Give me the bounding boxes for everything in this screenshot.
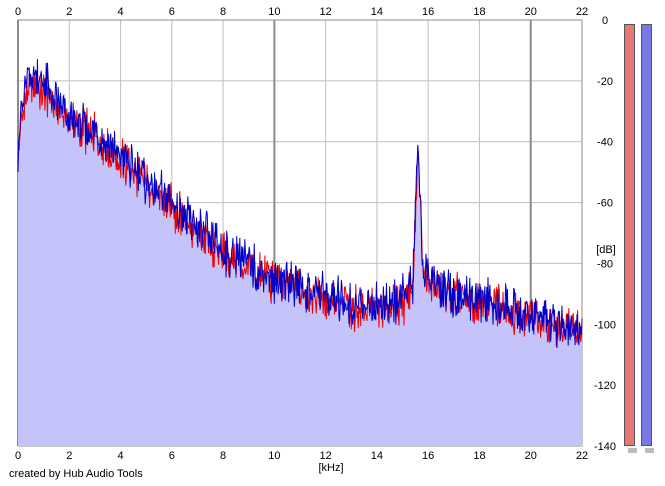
x-tick-label-top: 8: [220, 6, 226, 18]
spectrum-fill-layer: [18, 59, 582, 446]
spectrum-series-layer: [17, 59, 583, 348]
x-tick-label-bottom: 20: [525, 450, 537, 462]
x-tick-label-top: 6: [169, 6, 175, 18]
x-tick-label-bottom: 8: [220, 450, 226, 462]
y-tick-label: 0: [602, 15, 608, 27]
level-meter-right-shadow: [645, 448, 654, 453]
x-tick-label-bottom: 12: [320, 450, 332, 462]
x-tick-label-bottom: 10: [268, 450, 280, 462]
x-tick-label-top: 10: [268, 6, 280, 18]
x-tick-label-top: 14: [371, 6, 383, 18]
x-tick-label-bottom: 4: [117, 450, 123, 462]
level-meter-left-shadow: [628, 448, 637, 453]
x-tick-label-bottom: 18: [473, 450, 485, 462]
x-tick-label-top: 20: [525, 6, 537, 18]
x-tick-label-top: 0: [15, 6, 21, 18]
x-tick-label-top: 18: [473, 6, 485, 18]
x-tick-label-top: 12: [320, 6, 332, 18]
y-axis-label: [dB]: [596, 244, 616, 256]
y-tick-label: -140: [594, 441, 616, 453]
credit-text: created by Hub Audio Tools: [9, 468, 143, 480]
x-tick-label-bottom: 2: [66, 450, 72, 462]
x-tick-label-top: 22: [576, 6, 588, 18]
y-tick-label: -20: [597, 76, 613, 88]
x-tick-label-top: 2: [66, 6, 72, 18]
y-tick-label: -80: [597, 258, 613, 270]
series-blue-line: [17, 59, 583, 348]
x-tick-label-bottom: 16: [422, 450, 434, 462]
x-tick-label-bottom: 14: [371, 450, 383, 462]
level-meter-left: [624, 24, 635, 446]
y-tick-label: -100: [594, 319, 616, 331]
level-meter-right: [641, 24, 652, 446]
x-tick-label-top: 16: [422, 6, 434, 18]
x-tick-label-bottom: 22: [576, 450, 588, 462]
y-tick-label: -120: [594, 380, 616, 392]
x-tick-label-top: 4: [117, 6, 123, 18]
x-tick-label-bottom: 6: [169, 450, 175, 462]
spectrum-fill: [18, 59, 582, 446]
y-tick-labels: 0 -20 -40 -60 -80 -100 -120 -140: [594, 15, 616, 453]
x-tick-label-bottom: 0: [15, 450, 21, 462]
x-axis-label: [kHz]: [318, 462, 343, 474]
y-tick-label: -60: [597, 198, 613, 210]
y-tick-label: -40: [597, 137, 613, 149]
